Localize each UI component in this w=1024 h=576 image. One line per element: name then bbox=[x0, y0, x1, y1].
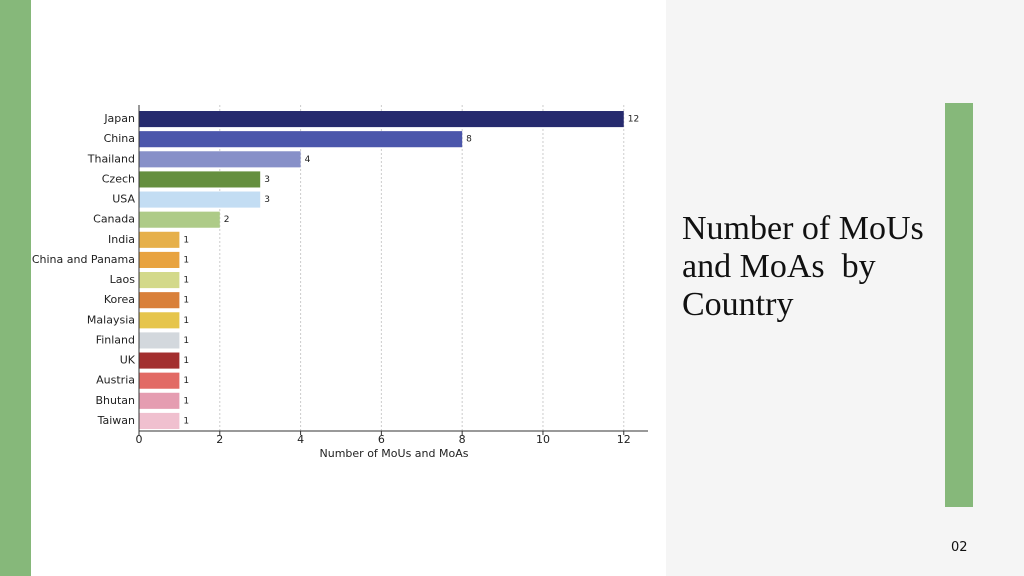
y-tick-label: Taiwan bbox=[97, 414, 135, 427]
y-tick-label: Korea bbox=[104, 293, 135, 306]
bar bbox=[139, 111, 624, 128]
value-label: 1 bbox=[183, 296, 189, 306]
x-tick-label: 4 bbox=[297, 433, 304, 446]
y-tick-label: UK bbox=[120, 354, 136, 367]
y-tick-label: Canada bbox=[93, 213, 135, 226]
x-tick-label: 0 bbox=[136, 433, 143, 446]
bar bbox=[139, 251, 180, 268]
slide-title: Number of MoUs and MoAs by Country bbox=[682, 210, 933, 323]
value-label: 1 bbox=[183, 396, 189, 406]
value-label: 1 bbox=[183, 276, 189, 286]
x-tick-label: 2 bbox=[216, 433, 223, 446]
value-label: 12 bbox=[628, 115, 639, 125]
bar bbox=[139, 171, 261, 188]
y-tick-label: Czech bbox=[102, 172, 135, 185]
value-label: 2 bbox=[224, 215, 230, 225]
y-tick-label: Austria bbox=[96, 374, 135, 387]
x-tick-label: 6 bbox=[378, 433, 385, 446]
x-tick-label: 12 bbox=[617, 433, 631, 446]
value-label: 1 bbox=[183, 336, 189, 346]
value-label: 1 bbox=[183, 235, 189, 245]
bar bbox=[139, 352, 180, 369]
y-tick-label: India bbox=[108, 233, 135, 246]
right-accent bbox=[945, 103, 973, 507]
bar bbox=[139, 312, 180, 329]
value-label: 3 bbox=[264, 175, 270, 185]
bar bbox=[139, 372, 180, 389]
value-label: 1 bbox=[183, 416, 189, 426]
bar bbox=[139, 231, 180, 248]
bar bbox=[139, 332, 180, 349]
left-accent bbox=[0, 0, 31, 576]
value-label: 1 bbox=[183, 356, 189, 366]
bar bbox=[139, 392, 180, 409]
value-label: 1 bbox=[183, 316, 189, 326]
bar bbox=[139, 191, 261, 208]
y-tick-label: Japan bbox=[103, 112, 135, 125]
y-tick-label: Laos bbox=[110, 273, 136, 286]
bar bbox=[139, 151, 301, 168]
bar bbox=[139, 131, 463, 148]
y-tick-label: Malaysia bbox=[87, 313, 135, 326]
y-tick-label: Bhutan bbox=[95, 394, 135, 407]
bar bbox=[139, 292, 180, 309]
y-tick-label: USA bbox=[112, 193, 135, 206]
value-label: 3 bbox=[264, 195, 270, 205]
bar bbox=[139, 412, 180, 429]
value-label: 1 bbox=[183, 255, 189, 265]
bar bbox=[139, 211, 220, 228]
bar bbox=[139, 272, 180, 289]
x-tick-label: 10 bbox=[536, 433, 550, 446]
x-tick-label: 8 bbox=[459, 433, 466, 446]
y-tick-label: China bbox=[104, 132, 135, 145]
y-tick-label: Thailand bbox=[87, 152, 135, 165]
y-tick-label: China and Panama bbox=[32, 253, 135, 266]
value-label: 1 bbox=[183, 376, 189, 386]
value-label: 4 bbox=[305, 155, 311, 165]
page-number: 02 bbox=[951, 540, 968, 555]
y-tick-label: Finland bbox=[96, 333, 135, 346]
value-label: 8 bbox=[466, 135, 472, 145]
x-axis-label: Number of MoUs and MoAs bbox=[320, 447, 469, 460]
